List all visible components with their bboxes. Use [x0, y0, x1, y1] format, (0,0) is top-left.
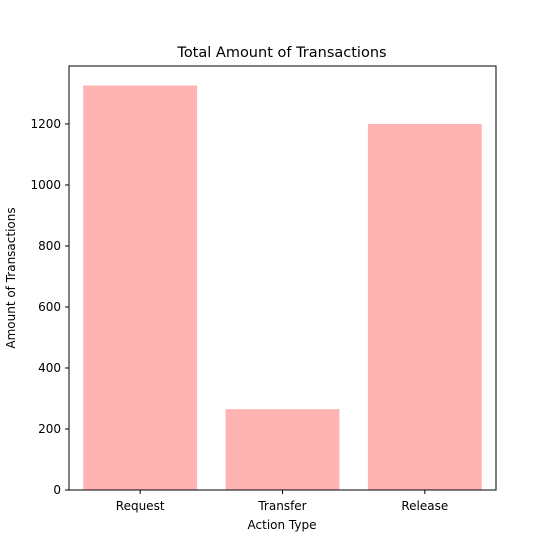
- x-tick-label: Release: [401, 499, 448, 513]
- chart-title: Total Amount of Transactions: [176, 45, 386, 61]
- y-tick-label: 1200: [30, 117, 61, 131]
- bar-release: [367, 123, 482, 491]
- plot-area: [68, 65, 497, 491]
- y-tick-label: 800: [38, 239, 61, 253]
- bar-request: [83, 85, 198, 491]
- x-axis-label: Action Type: [248, 518, 317, 532]
- y-tick-label: 600: [38, 300, 61, 314]
- x-tick-label: Transfer: [257, 499, 306, 513]
- y-tick-label: 200: [38, 422, 61, 436]
- y-axis-label: Amount of Transactions: [4, 207, 18, 348]
- x-axis: Request Transfer Release: [116, 490, 448, 513]
- y-tick-label: 1000: [30, 178, 61, 192]
- y-axis: 0 200 400 600 800 1000 1200: [30, 117, 69, 497]
- bar-transfer: [225, 409, 340, 490]
- y-tick-label: 400: [38, 361, 61, 375]
- bar-group: [83, 85, 482, 491]
- y-tick-label: 0: [53, 483, 61, 497]
- x-tick-label: Request: [116, 499, 165, 513]
